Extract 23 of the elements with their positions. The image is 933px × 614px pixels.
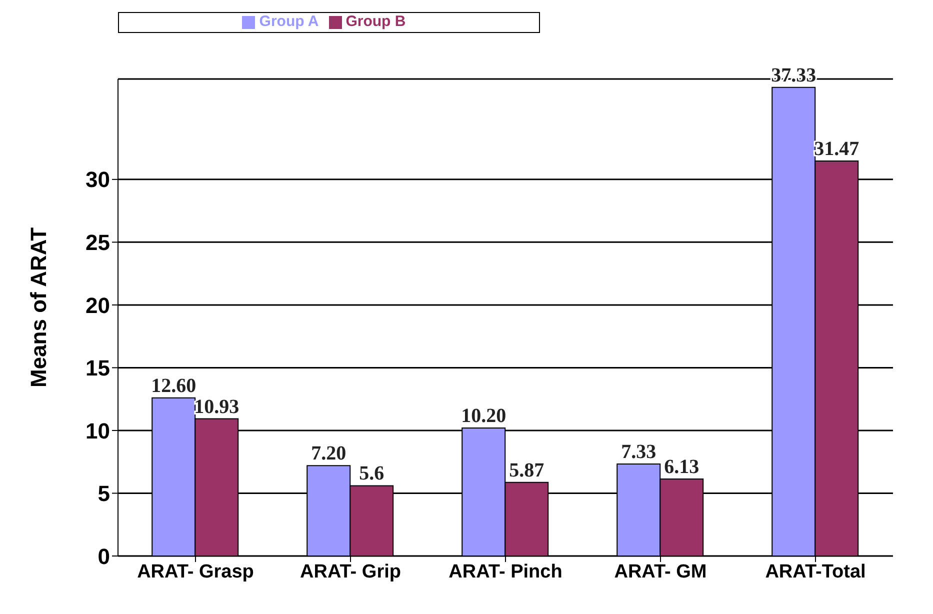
data-label: 5.6 (359, 462, 384, 485)
y-tick-label: 0 (98, 544, 110, 569)
data-label: 5.87 (509, 459, 544, 482)
data-label: 10.93 (194, 396, 240, 418)
y-tick-label: 10 (86, 418, 110, 444)
y-tick-label: 30 (86, 167, 110, 192)
y-tick-label: 20 (86, 292, 110, 318)
data-label: 6.13 (664, 456, 700, 478)
x-tick-label: ARAT-Total (765, 561, 866, 582)
data-label: 12.60 (151, 374, 196, 397)
data-label: 10.20 (461, 404, 506, 427)
x-tick-label: ARAT- GM (614, 561, 707, 582)
data-label: 7.20 (311, 442, 346, 465)
legend-label: Group B (346, 13, 406, 30)
x-tick-label: ARAT- Grip (300, 561, 401, 582)
y-tick-label: 25 (86, 230, 110, 255)
y-tick-label: 15 (86, 356, 110, 381)
x-tick-label: ARAT- Grasp (137, 561, 254, 582)
y-tick-label: 5 (98, 481, 110, 506)
data-label: 7.33 (621, 440, 656, 463)
legend-label: Group A (259, 13, 319, 30)
y-axis-title: Means of ARAT (26, 226, 51, 388)
x-tick-label: ARAT- Pinch (448, 561, 562, 582)
